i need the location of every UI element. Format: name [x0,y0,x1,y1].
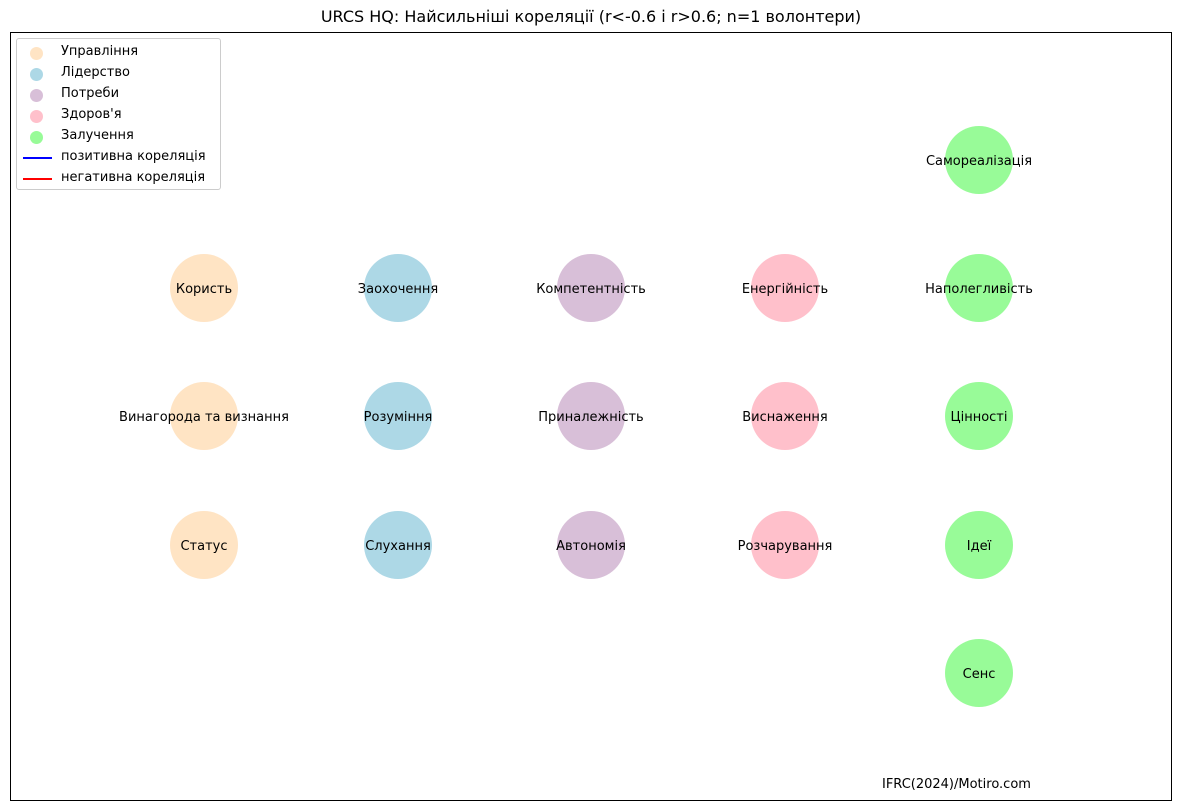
node-circle [945,382,1013,450]
node-circle [945,511,1013,579]
legend-item: Здоров'я [17,105,220,125]
node-circle [945,254,1013,322]
node-label: Розчарування [738,539,833,554]
legend-item: Лідерство [17,63,220,83]
graph-node: Сенс [945,639,1013,707]
graph-node: Винагорода та визнання [119,382,289,450]
node-circle [170,511,238,579]
node-circle [751,382,819,450]
node-label: Ідеї [967,539,992,554]
node-label: Цінності [951,410,1008,425]
plot-area [10,32,1172,801]
node-label: Автономія [556,539,626,554]
node-label: Розуміння [364,410,433,425]
graph-node: Розчарування [738,511,833,579]
legend-line-marker [23,178,52,180]
legend-marker [30,131,43,144]
graph-node: Цінності [945,382,1013,450]
legend-label: Залучення [61,128,134,143]
graph-node: Користь [170,254,238,322]
node-circle [364,382,432,450]
graph-node: Приналежність [538,382,644,450]
node-circle [945,126,1013,194]
node-label: Сенс [963,667,996,682]
legend-marker [30,47,43,60]
legend-marker [30,110,43,123]
node-label: Слухання [365,539,431,554]
legend-item: Залучення [17,126,220,146]
graph-node: Самореалізація [926,126,1032,194]
legend-marker [30,89,43,102]
node-circle [557,254,625,322]
graph-node: Слухання [364,511,432,579]
node-label: Статус [180,539,227,554]
legend-label: Потреби [61,86,120,101]
legend-line-marker [23,157,52,159]
legend-marker [30,68,43,81]
node-label: Заохочення [358,282,438,297]
node-circle [170,254,238,322]
node-label: Самореалізація [926,154,1032,169]
node-circle [945,639,1013,707]
graph-node: Ідеї [945,511,1013,579]
legend-label: негативна кореляція [61,170,206,185]
node-circle [557,511,625,579]
graph-node: Статус [170,511,238,579]
legend-label: Лідерство [61,65,130,80]
node-label: Приналежність [538,410,643,425]
graph-node: Компетентність [536,254,646,322]
graph-node: Енергійність [742,254,828,322]
legend-label: Здоров'я [61,107,122,122]
graph-node: Автономія [556,511,626,579]
legend: Управління Лідерство Потреби Здоров'я Залуче… [16,38,221,190]
source-credit: IFRC(2024)/Motiro.com [882,777,1031,792]
legend-item: Управління [17,42,220,62]
graph-node: Заохочення [358,254,438,322]
node-label: Винагорода та визнання [119,410,289,425]
node-label: Наполегливість [925,282,1033,297]
node-label: Енергійність [742,282,828,297]
graph-node: Наполегливість [925,254,1033,322]
legend-item: Потреби [17,84,220,104]
node-label: Користь [176,282,232,297]
node-circle [364,254,432,322]
node-circle [557,382,625,450]
graph-node: Виснаження [742,382,828,450]
node-circle [751,511,819,579]
node-circle [751,254,819,322]
chart-title: URCS HQ: Найсильніші кореляції (r<-0.6 і… [320,7,862,26]
node-label: Виснаження [742,410,828,425]
legend-item: позитивна кореляція [17,147,220,167]
legend-item: негативна кореляція [17,168,220,188]
legend-label: позитивна кореляція [61,149,206,164]
node-circle [170,382,238,450]
node-circle [364,511,432,579]
legend-label: Управління [61,44,139,59]
node-label: Компетентність [536,282,646,297]
graph-node: Розуміння [364,382,433,450]
